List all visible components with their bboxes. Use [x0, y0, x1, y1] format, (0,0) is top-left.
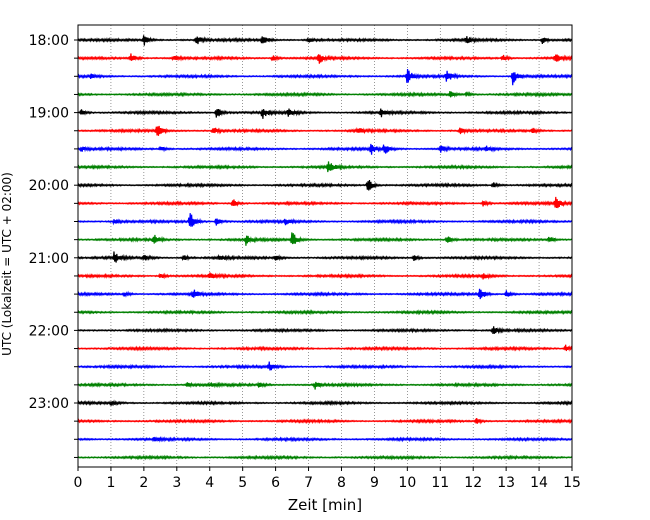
trace-line — [77, 125, 573, 136]
y-tick-label: 21:00 — [29, 251, 69, 267]
x-tick-label: 10 — [398, 475, 416, 491]
trace-line — [77, 161, 573, 173]
x-tick-label: 4 — [205, 475, 214, 491]
trace-line — [77, 196, 573, 209]
y-tick-label: 22:00 — [29, 323, 69, 339]
x-tick-label: 7 — [304, 475, 313, 491]
trace-line — [77, 180, 573, 191]
x-tick-label: 14 — [530, 475, 548, 491]
x-axis: 0 1 2 3 4 5 6 7 8 9 10 11 12 13 14 15 — [74, 467, 581, 491]
x-tick-label: 12 — [464, 475, 482, 491]
trace-line — [77, 454, 573, 461]
trace-line — [77, 251, 573, 263]
trace-line — [77, 288, 573, 300]
x-tick-label: 5 — [238, 475, 247, 491]
x-tick-label: 0 — [74, 475, 83, 491]
x-tick-label: 2 — [139, 475, 148, 491]
y-tick-label: 19:00 — [29, 106, 69, 122]
y-tick-label: 23:00 — [29, 396, 69, 412]
trace-line — [77, 35, 573, 46]
x-tick-label: 3 — [172, 475, 181, 491]
trace-line — [77, 68, 573, 86]
trace-line — [77, 417, 573, 425]
plot-frame — [77, 24, 573, 468]
y-axis-label: UTC (Lokalzeit = UTC + 02:00) — [0, 172, 14, 356]
y-axis: 18:00 19:00 20:00 21:00 22:00 23:00 — [29, 33, 78, 458]
trace-line — [77, 326, 573, 335]
trace-line — [77, 108, 573, 119]
trace-line — [77, 309, 573, 316]
trace-line — [77, 272, 573, 280]
x-tick-label: 8 — [337, 475, 346, 491]
x-tick-label: 11 — [431, 475, 449, 491]
x-axis-label: Zeit [min] — [288, 496, 362, 514]
y-tick-label: 18:00 — [29, 33, 69, 49]
trace-line — [77, 399, 573, 407]
x-grid — [110, 25, 540, 467]
x-tick-label: 15 — [563, 475, 581, 491]
trace-line — [77, 344, 573, 352]
y-tick-label: 20:00 — [29, 178, 69, 194]
trace-group — [77, 35, 573, 461]
trace-line — [77, 91, 573, 98]
x-tick-label: 13 — [497, 475, 515, 491]
x-tick-label: 1 — [106, 475, 115, 491]
trace-line — [77, 435, 573, 443]
trace-line — [77, 143, 573, 155]
trace-line — [77, 361, 573, 371]
x-tick-label: 6 — [271, 475, 280, 491]
trace-line — [77, 53, 573, 64]
trace-line — [77, 232, 573, 246]
trace-line — [77, 213, 573, 227]
trace-line — [77, 381, 573, 390]
x-tick-label: 9 — [370, 475, 379, 491]
